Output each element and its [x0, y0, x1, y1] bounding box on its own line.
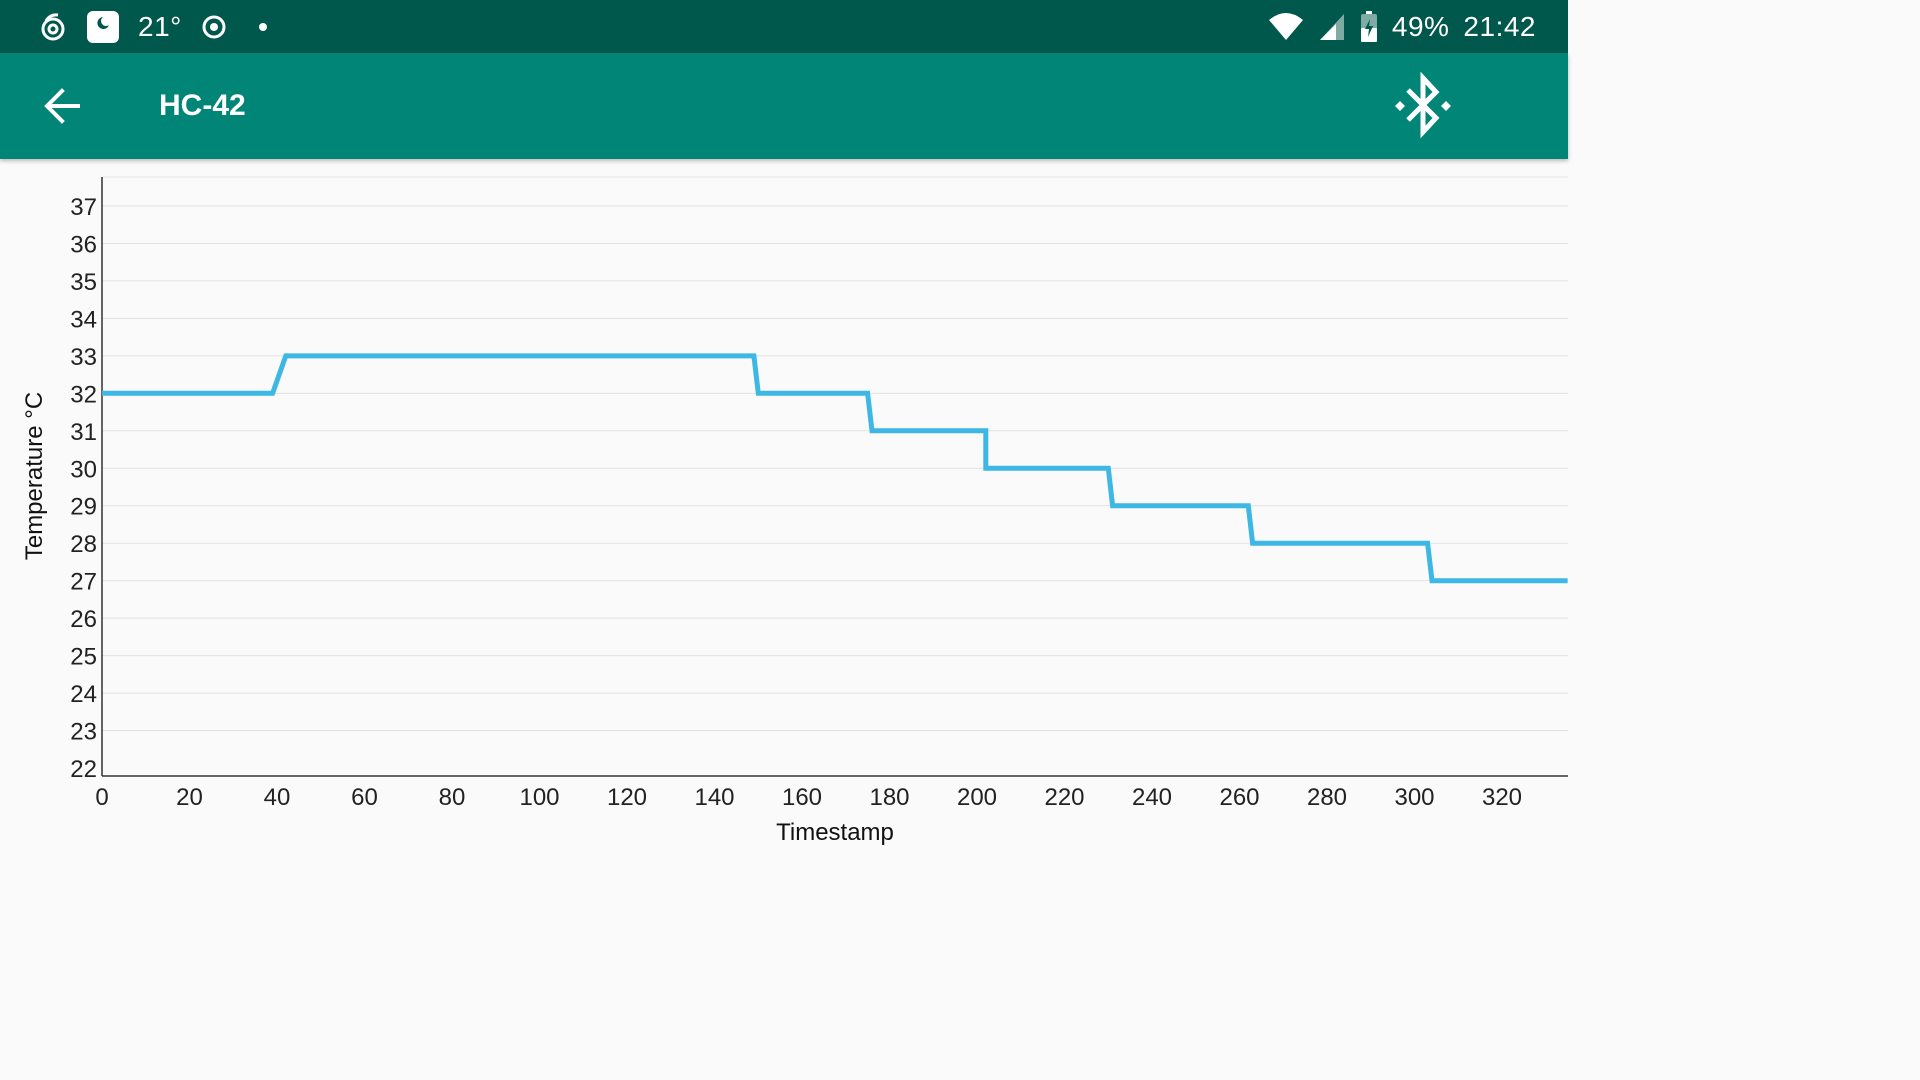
status-bar-left: 21°	[38, 0, 268, 53]
x-tick-label: 80	[439, 784, 466, 811]
night-mode-icon	[86, 10, 120, 44]
y-tick-label: 36	[70, 231, 97, 258]
x-tick-labels: 0 20 40 60 80 100 120 140 160 180 200 220 240 260 280 3…	[95, 784, 1522, 811]
x-tick-label: 320	[1482, 784, 1522, 811]
x-tick-label: 20	[176, 784, 203, 811]
y-axis-title: Temperature °C	[21, 392, 48, 560]
y-tick-label: 28	[70, 531, 97, 558]
x-tick-label: 300	[1394, 784, 1434, 811]
x-tick-label: 40	[264, 784, 291, 811]
y-tick-label: 33	[70, 344, 97, 371]
app-bar: HC-42	[0, 53, 1568, 159]
x-tick-label: 160	[782, 784, 822, 811]
status-temperature: 21°	[138, 10, 182, 42]
x-tick-label: 220	[1044, 784, 1084, 811]
y-tick-labels: 22 23 24 25 26 27 28 29 30 31 32 33 34 35 36 37	[70, 194, 97, 783]
y-tick-label: 32	[70, 381, 97, 408]
temperature-chart[interactable]: 22 23 24 25 26 27 28 29 30 31 32 33 34 35 36 37 0 20 40 60…	[0, 159, 1568, 882]
y-tick-label: 34	[70, 306, 97, 333]
status-battery-percent: 49%	[1391, 10, 1450, 42]
x-axis-title: Timestamp	[776, 819, 894, 846]
location-target-icon	[200, 13, 228, 41]
y-tick-label: 23	[70, 719, 97, 746]
dot-icon	[258, 22, 268, 32]
wifi-icon	[1268, 12, 1304, 42]
x-tick-label: 120	[607, 784, 647, 811]
chart-canvas[interactable]: 22 23 24 25 26 27 28 29 30 31 32 33 34 35 36 37 0 20 40 60…	[0, 159, 1568, 882]
status-bar-right: 49% 21:42	[1268, 0, 1536, 53]
y-tick-label: 37	[70, 194, 97, 221]
chart-grid	[102, 176, 1568, 732]
battery-charging-icon	[1360, 10, 1378, 43]
x-tick-label: 240	[1132, 784, 1172, 811]
x-tick-label: 100	[519, 784, 559, 811]
back-button[interactable]	[36, 80, 88, 132]
notification-swirl-icon	[38, 12, 68, 42]
y-tick-label: 22	[70, 756, 97, 783]
y-tick-label: 30	[70, 456, 97, 483]
x-tick-label: 280	[1307, 784, 1347, 811]
cell-signal-icon	[1318, 12, 1346, 42]
series-line-0	[102, 353, 1568, 584]
status-bar: 21°	[0, 0, 1568, 53]
x-tick-label: 180	[869, 784, 909, 811]
y-tick-label: 27	[70, 569, 97, 596]
y-tick-label: 24	[70, 681, 97, 708]
x-tick-label: 260	[1219, 784, 1259, 811]
bluetooth-button[interactable]	[1390, 71, 1456, 141]
y-tick-label: 31	[70, 419, 97, 446]
app-title: HC-42	[159, 89, 246, 122]
y-tick-label: 26	[70, 606, 97, 633]
x-tick-label: 200	[957, 784, 997, 811]
y-tick-label: 35	[70, 269, 97, 296]
arrow-back-icon	[42, 86, 82, 126]
x-tick-label: 0	[95, 784, 108, 811]
y-tick-label: 29	[70, 494, 97, 521]
bluetooth-searching-icon	[1392, 72, 1454, 140]
x-tick-label: 140	[694, 784, 734, 811]
y-tick-label: 25	[70, 644, 97, 671]
x-tick-label: 60	[351, 784, 378, 811]
status-clock: 21:42	[1463, 10, 1536, 42]
